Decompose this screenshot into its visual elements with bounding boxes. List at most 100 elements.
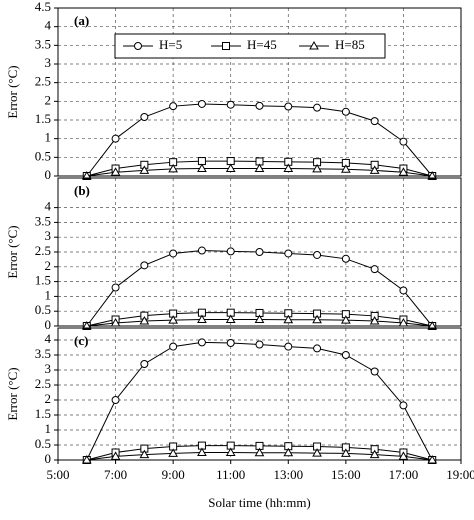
marker: [226, 100, 235, 109]
marker: [370, 367, 379, 376]
x-tick-label: 5:00: [46, 467, 69, 482]
x-tick-label: 7:00: [104, 467, 127, 482]
marker: [169, 342, 178, 351]
marker: [254, 314, 265, 323]
marker: [197, 246, 206, 255]
x-tick-label: 13:00: [273, 467, 303, 482]
marker: [254, 447, 265, 457]
y-tick-label: 2: [45, 258, 52, 273]
y-tick-label: 2.5: [35, 376, 51, 391]
marker: [398, 167, 409, 176]
marker: [313, 344, 322, 353]
y-tick-label: 0: [45, 167, 52, 182]
legend-label: H=85: [335, 37, 365, 52]
marker: [340, 164, 351, 173]
plot-frame: [57, 327, 462, 461]
legend-label: H=5: [159, 37, 182, 52]
marker: [369, 165, 380, 174]
y-axis-label: Error (°C): [5, 225, 20, 278]
marker: [168, 163, 179, 173]
marker: [284, 342, 293, 351]
y-tick-label: 0.5: [35, 436, 51, 451]
marker: [370, 117, 379, 126]
marker: [81, 170, 92, 180]
legend-marker: [309, 40, 319, 50]
legend-label: H=45: [247, 37, 277, 52]
y-tick-label: 1.5: [35, 273, 51, 288]
marker: [313, 250, 322, 259]
marker: [255, 340, 264, 349]
x-tick-label: 11:00: [216, 467, 245, 482]
marker: [197, 99, 206, 108]
legend-marker: [222, 42, 230, 50]
y-tick-label: 4: [45, 18, 52, 33]
y-tick-label: 0.5: [35, 148, 51, 163]
marker: [427, 454, 438, 464]
y-tick-label: 1.5: [35, 406, 51, 421]
y-tick-label: 2: [45, 92, 52, 107]
y-tick-label: 4.5: [35, 0, 51, 14]
y-tick-label: 1: [45, 130, 52, 145]
panel-label: (c): [74, 333, 88, 348]
marker: [168, 448, 179, 457]
marker: [225, 447, 236, 456]
marker: [139, 315, 150, 325]
y-axis-label: Error (°C): [5, 367, 20, 420]
marker: [226, 339, 235, 347]
marker: [81, 320, 92, 330]
marker: [312, 163, 322, 173]
y-tick-label: 4: [45, 199, 52, 214]
marker: [399, 286, 408, 295]
marker: [313, 103, 322, 112]
marker: [197, 157, 206, 166]
marker: [312, 314, 322, 324]
marker: [255, 101, 264, 110]
x-axis-label: Solar time (hh:mm): [208, 495, 311, 510]
marker: [169, 249, 178, 258]
plot-frame: [57, 7, 462, 177]
x-tick-label: 9:00: [162, 467, 185, 482]
y-tick-label: 0: [45, 451, 52, 466]
y-tick-label: 2.5: [35, 74, 51, 89]
marker: [197, 163, 207, 173]
y-tick-label: 3.5: [35, 213, 51, 228]
panel-label: (a): [74, 13, 89, 28]
marker: [340, 315, 351, 324]
marker: [110, 451, 121, 460]
marker: [111, 134, 120, 143]
marker: [226, 157, 235, 166]
marker: [427, 170, 438, 180]
y-axis-label: Error (°C): [5, 65, 20, 118]
x-tick-label: 19:00: [446, 467, 474, 482]
marker: [398, 451, 409, 460]
marker: [81, 454, 92, 464]
y-tick-label: 3.5: [35, 36, 51, 51]
marker: [284, 249, 293, 258]
marker: [341, 254, 350, 263]
marker: [111, 283, 120, 292]
marker: [370, 265, 379, 274]
y-tick-label: 3: [45, 361, 52, 376]
y-tick-label: 0: [45, 317, 52, 332]
marker: [197, 447, 207, 456]
y-tick-label: 0.5: [35, 302, 51, 317]
marker: [197, 338, 206, 347]
marker: [283, 447, 294, 457]
marker: [283, 314, 294, 324]
marker: [226, 247, 235, 256]
marker: [341, 351, 350, 359]
marker: [225, 163, 236, 173]
y-tick-label: 3.5: [35, 346, 51, 361]
marker: [110, 167, 121, 176]
marker: [283, 163, 294, 173]
legend-box: [114, 33, 386, 59]
plot-frame: [57, 177, 462, 327]
x-tick-label: 17:00: [389, 467, 419, 482]
legend-marker: [134, 42, 142, 50]
marker: [169, 102, 178, 111]
marker: [140, 261, 149, 270]
panel-label: (b): [74, 183, 90, 198]
marker: [254, 163, 265, 173]
x-tick-label: 15:00: [331, 467, 361, 482]
